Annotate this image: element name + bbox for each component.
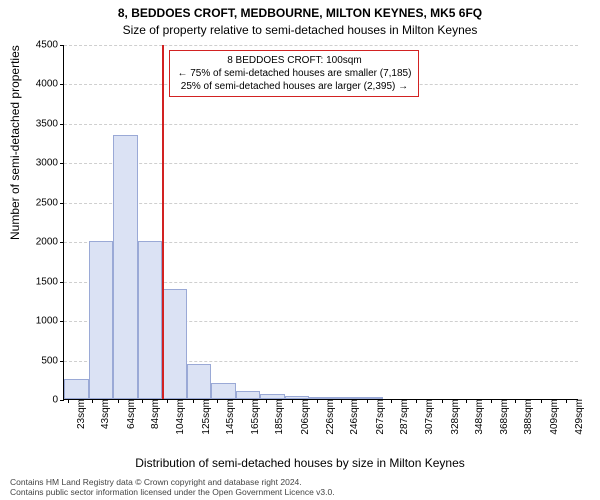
x-tick-label: 307sqm — [420, 399, 435, 435]
y-tick-mark — [60, 282, 64, 283]
x-tick-label: 64sqm — [122, 399, 137, 429]
x-tick-label: 348sqm — [470, 399, 485, 435]
x-tick-mark — [242, 399, 243, 403]
x-tick-label: 145sqm — [221, 399, 236, 435]
x-tick-label: 328sqm — [446, 399, 461, 435]
x-tick-mark — [167, 399, 168, 403]
histogram-bar — [211, 383, 236, 399]
x-tick-label: 165sqm — [246, 399, 261, 435]
x-tick-mark — [292, 399, 293, 403]
y-tick-mark — [60, 400, 64, 401]
x-tick-label: 287sqm — [395, 399, 410, 435]
annotation-line-3: 25% of semi-detached houses are larger (… — [177, 80, 411, 93]
footer-attribution: Contains HM Land Registry data © Crown c… — [10, 477, 590, 498]
x-tick-label: 246sqm — [345, 399, 360, 435]
x-tick-label: 388sqm — [519, 399, 534, 435]
annotation-line-1: 8 BEDDOES CROFT: 100sqm — [177, 54, 411, 67]
x-tick-label: 226sqm — [321, 399, 336, 435]
x-tick-mark — [416, 399, 417, 403]
histogram-bar — [162, 289, 187, 399]
x-tick-label: 23sqm — [72, 399, 87, 429]
grid-line — [64, 45, 578, 46]
x-tick-mark — [266, 399, 267, 403]
marker-line — [162, 45, 164, 399]
x-tick-mark — [466, 399, 467, 403]
histogram-bar — [236, 391, 261, 399]
y-tick-mark — [60, 321, 64, 322]
x-tick-mark — [442, 399, 443, 403]
y-axis-label: Number of semi-detached properties — [8, 45, 22, 240]
x-tick-label: 84sqm — [146, 399, 161, 429]
y-tick-mark — [60, 84, 64, 85]
annotation-line-2: ← 75% of semi-detached houses are smalle… — [177, 67, 411, 80]
x-tick-mark — [217, 399, 218, 403]
y-tick-mark — [60, 203, 64, 204]
footer-line-1: Contains HM Land Registry data © Crown c… — [10, 477, 590, 488]
grid-line — [64, 163, 578, 164]
y-tick-mark — [60, 361, 64, 362]
y-tick-mark — [60, 45, 64, 46]
x-tick-mark — [391, 399, 392, 403]
annotation-box: 8 BEDDOES CROFT: 100sqm← 75% of semi-det… — [169, 50, 419, 97]
footer-line-2: Contains public sector information licen… — [10, 487, 590, 498]
page-title: 8, BEDDOES CROFT, MEDBOURNE, MILTON KEYN… — [0, 6, 600, 20]
y-tick-mark — [60, 163, 64, 164]
x-tick-mark — [142, 399, 143, 403]
grid-line — [64, 124, 578, 125]
x-tick-label: 43sqm — [96, 399, 111, 429]
page-subtitle: Size of property relative to semi-detach… — [0, 23, 600, 37]
histogram-bar — [89, 241, 114, 399]
x-tick-label: 409sqm — [545, 399, 560, 435]
histogram-bar — [64, 379, 89, 399]
x-axis-label: Distribution of semi-detached houses by … — [0, 456, 600, 470]
y-tick-mark — [60, 124, 64, 125]
y-tick-mark — [60, 242, 64, 243]
x-tick-label: 125sqm — [197, 399, 212, 435]
x-tick-label: 185sqm — [270, 399, 285, 435]
x-tick-label: 429sqm — [570, 399, 585, 435]
x-tick-mark — [541, 399, 542, 403]
x-tick-mark — [367, 399, 368, 403]
x-tick-label: 267sqm — [371, 399, 386, 435]
x-tick-mark — [515, 399, 516, 403]
histogram-bar — [113, 135, 138, 399]
x-tick-mark — [193, 399, 194, 403]
x-tick-mark — [341, 399, 342, 403]
x-tick-mark — [92, 399, 93, 403]
histogram-bar — [187, 364, 212, 400]
x-tick-mark — [68, 399, 69, 403]
x-tick-mark — [566, 399, 567, 403]
x-tick-mark — [317, 399, 318, 403]
x-tick-mark — [118, 399, 119, 403]
plot-inner: 05001000150020002500300035004000450023sq… — [63, 45, 578, 400]
histogram-bar — [138, 241, 163, 399]
x-tick-mark — [491, 399, 492, 403]
x-tick-label: 368sqm — [495, 399, 510, 435]
x-tick-label: 104sqm — [171, 399, 186, 435]
chart-area: 05001000150020002500300035004000450023sq… — [63, 45, 578, 400]
grid-line — [64, 203, 578, 204]
x-tick-label: 206sqm — [296, 399, 311, 435]
